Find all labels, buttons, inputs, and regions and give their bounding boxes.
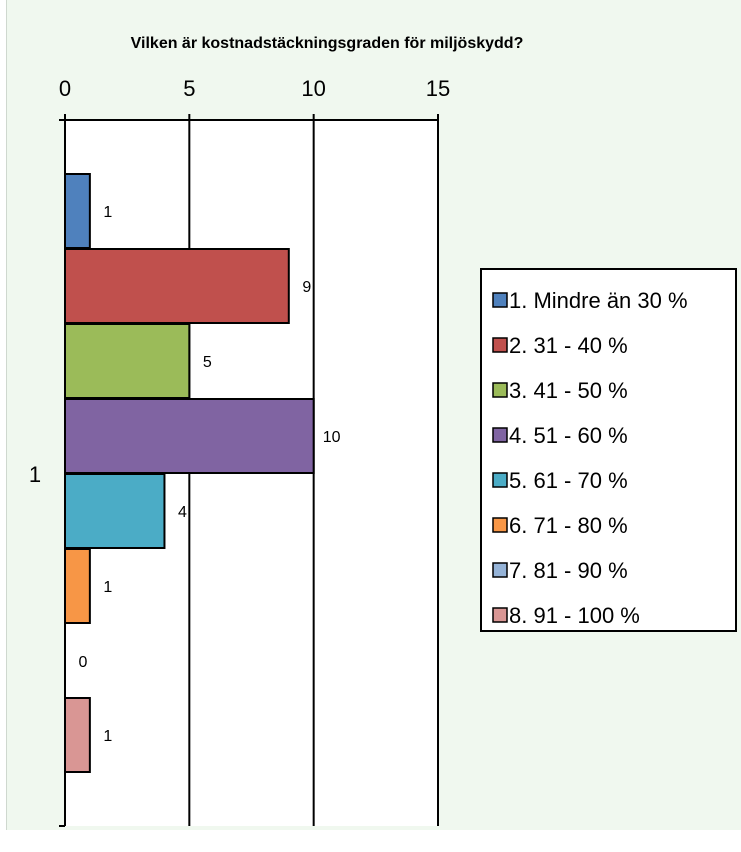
legend-swatch [492,337,508,353]
legend-label: 8. 91 - 100 % [509,603,640,628]
bar-chart: Vilken är kostnadstäckningsgraden för mi… [29,35,737,827]
legend-swatch [492,517,508,533]
legend-label: 6. 71 - 80 % [509,513,628,538]
legend-swatch [492,607,508,623]
x-tick-label: 15 [426,76,450,101]
chart-frame: Vilken är kostnadstäckningsgraden för mi… [6,0,741,830]
chart-title: Vilken är kostnadstäckningsgraden för mi… [131,35,524,52]
legend-swatch [492,292,508,308]
bar [64,398,315,474]
data-label: 5 [203,354,212,371]
legend-label: 4. 51 - 60 % [509,423,628,448]
x-tick-label: 0 [59,76,71,101]
legend-label: 3. 41 - 50 % [509,378,628,403]
legend-label: 5. 61 - 70 % [509,468,628,493]
y-category-label: 1 [29,462,41,487]
data-label: 0 [79,654,88,671]
bar [64,697,91,773]
data-label: 9 [302,279,311,296]
legend-swatch [492,562,508,578]
x-tick-label: 5 [183,76,195,101]
data-label: 10 [323,429,341,446]
legend-label: 1. Mindre än 30 % [509,288,688,313]
data-label: 1 [103,204,112,221]
bar [64,548,91,624]
bar [64,248,290,324]
legend-box [480,268,737,632]
bar [64,473,166,549]
legend-label: 2. 31 - 40 % [509,333,628,358]
legend-swatch [492,427,508,443]
data-label: 1 [103,728,112,745]
legend-swatch [492,472,508,488]
x-tick-label: 10 [301,76,325,101]
data-label: 1 [103,579,112,596]
bar [64,323,191,399]
bar [64,173,91,249]
legend-swatch [492,382,508,398]
legend-label: 7. 81 - 90 % [509,558,628,583]
data-label: 4 [178,504,187,521]
